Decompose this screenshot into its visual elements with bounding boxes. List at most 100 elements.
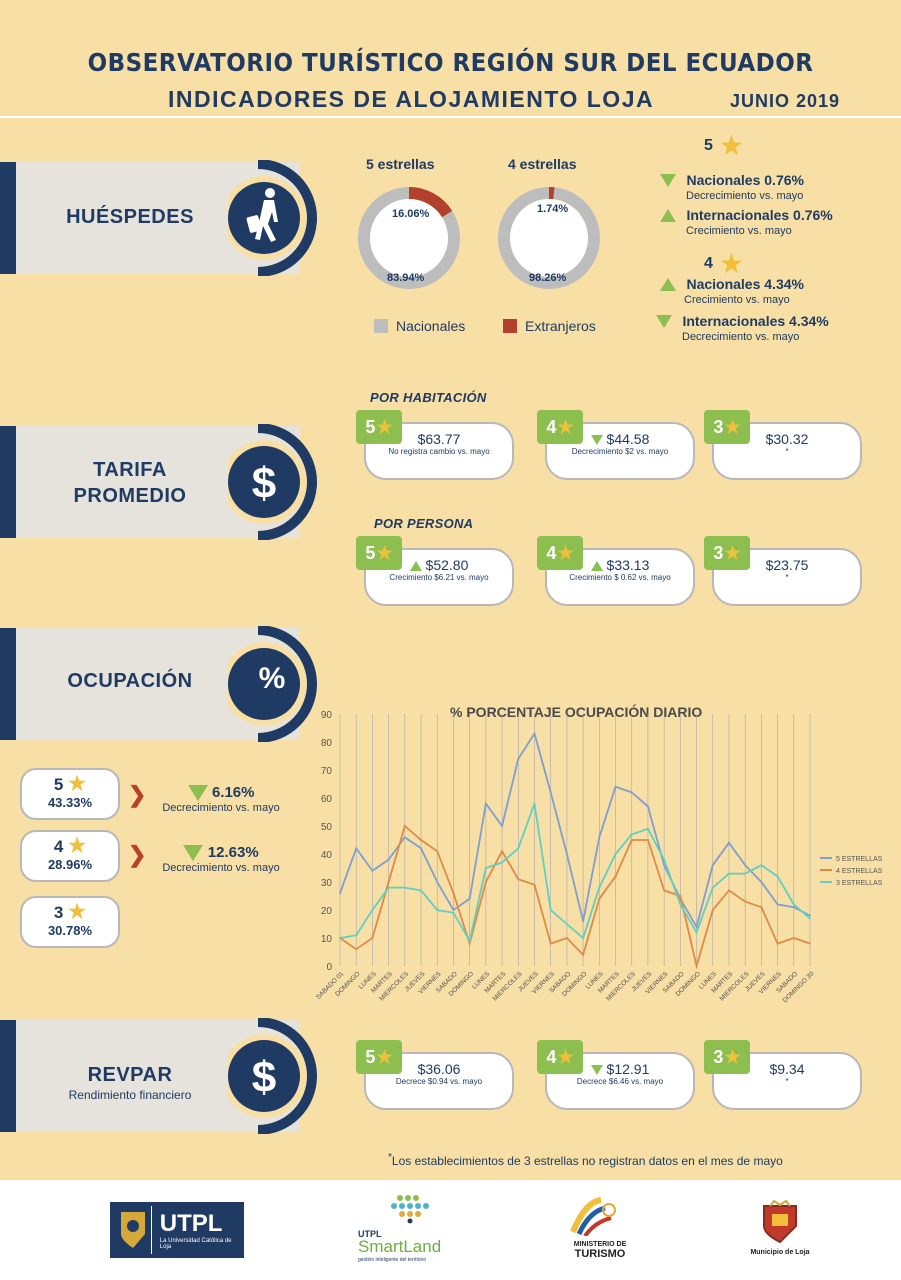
chart-point [792, 903, 795, 906]
card-body: $36.06 Decrece $0.94 vs. mayo [364, 1052, 514, 1110]
chart-point [468, 897, 471, 900]
chart-point [744, 864, 747, 867]
chart-point [339, 892, 341, 895]
card-value-text: $33.13 [606, 557, 650, 573]
chart-point [549, 942, 552, 945]
up-triangle-icon [660, 209, 676, 223]
chart-point [776, 903, 779, 906]
card-note: * [785, 573, 789, 582]
indicator-title: Nacionales 4.34% [686, 276, 804, 292]
chart-ytick: 50 [321, 822, 333, 833]
stars-count: 4 [546, 542, 557, 563]
chart-point [355, 934, 358, 937]
stars-count: 5 [365, 542, 376, 563]
smartland-text: SmartLand [358, 1237, 442, 1256]
occupancy-change: 12.63% Decrecimiento vs. mayo [146, 844, 296, 874]
donut4-title: 4 estrellas [508, 156, 577, 172]
por-persona-heading: POR PERSONA [374, 516, 474, 531]
chart-point [549, 909, 552, 911]
chart-point [695, 965, 698, 967]
occ-stars: 3 [53, 903, 64, 922]
occupancy-chart: 0 10 20 30 40 50 60 70 80 90 SABADO 01 DOMINGO LUNES… [310, 700, 900, 1015]
chart-point [582, 920, 585, 923]
chart-point [468, 939, 471, 942]
chart-point [614, 853, 617, 855]
tarifa-icon-ring: $ [222, 423, 324, 545]
chart-point [695, 931, 698, 934]
chart-ytick: 40 [321, 850, 333, 861]
chart-point [728, 872, 730, 875]
card-value-text: $9.34 [769, 1061, 805, 1077]
indicator-title: Nacionales 0.76% [686, 172, 804, 188]
chart-ytick: 10 [321, 934, 333, 945]
star-icon: ★ [557, 1047, 574, 1067]
card-value-text: $63.77 [417, 431, 461, 447]
occ-change-value: 12.63% [207, 844, 259, 861]
dollar-icon: $ [252, 459, 276, 508]
card-value: $36.06 [366, 1061, 512, 1077]
band-accent [0, 628, 16, 740]
chart-point [792, 906, 795, 909]
indicator-5-nacionales: Nacionales 0.76% Decrecimiento vs. mayo [660, 172, 804, 202]
card-value-text: $30.32 [765, 431, 809, 447]
card-value: $30.32 [714, 431, 860, 447]
card-value-text: $36.06 [417, 1061, 461, 1077]
chart-ytick: 70 [321, 766, 333, 777]
chart-point [387, 886, 390, 889]
stars-badge: 5 ★ [356, 536, 402, 570]
chart-point [371, 937, 374, 939]
chart-point [598, 897, 601, 900]
occ-pct: 43.33% [47, 795, 93, 810]
chart-ytick: 60 [321, 794, 333, 805]
card-value-text: $52.80 [425, 557, 469, 573]
chart-point [533, 883, 536, 886]
tarifa-label-line1: TARIFA [93, 459, 167, 481]
indicator-4-internacionales: Internacionales 4.34% Decrecimiento vs. … [656, 313, 829, 343]
footnote-mark: * [388, 1152, 392, 1163]
star-icon: ★ [376, 543, 393, 563]
indicator-title: Internacionales 4.34% [682, 313, 829, 329]
occupancy-card: 4 ★ 28.96% [20, 830, 120, 882]
card-note: Crecimiento $6.21 vs. mayo [389, 573, 489, 582]
card-note: No registra cambio vs. mayo [388, 447, 490, 456]
chart-point [484, 867, 487, 869]
chart-point [501, 825, 503, 827]
chart-ytick: 0 [326, 962, 332, 973]
indicator-5-internacionales: Internacionales 0.76% Crecimiento vs. ma… [660, 207, 833, 237]
stars-badge: 5 ★ [356, 1040, 402, 1074]
chart-point [533, 802, 536, 805]
star-icon: ★ [724, 543, 741, 563]
chart-point [355, 948, 358, 951]
chart-point [792, 937, 795, 939]
chart-point [582, 937, 585, 939]
traveler-icon [246, 188, 278, 242]
card-value: $9.34 [714, 1061, 860, 1077]
chart-legend-label: 4 ESTRELLAS [836, 868, 883, 875]
star-icon: ★ [68, 835, 87, 857]
red-arrow-icon: ❯ [128, 782, 147, 807]
up-triangle-icon [660, 278, 676, 292]
stars-count: 4 [546, 1046, 557, 1067]
star-icon: ★ [376, 417, 393, 437]
card-value: $52.80 [366, 557, 512, 573]
chart-series-line [339, 731, 811, 930]
chart-point [760, 864, 763, 867]
card-value: $33.13 [547, 557, 693, 573]
band-accent [0, 162, 16, 274]
chart-point [630, 833, 633, 836]
chart-point [452, 909, 455, 911]
legend-extranjeros: Extranjeros [503, 318, 596, 334]
stars-count: 3 [713, 542, 724, 563]
chart-point [565, 923, 568, 925]
huespedes-icon-ring [222, 159, 324, 281]
tarifa-label: TARIFA PROMEDIO [40, 457, 220, 509]
chart-point [776, 942, 779, 945]
stars-count: 4 [546, 416, 557, 437]
chart-point [501, 850, 503, 853]
down-triangle-icon [187, 784, 208, 801]
ministerio-emblem-icon [570, 1197, 616, 1238]
occupancy-card: 3 ★ 30.78% [20, 896, 120, 948]
chart-series-line [339, 824, 811, 970]
chart-point [501, 861, 503, 864]
occupancy-change: 6.16% Decrecimiento vs. mayo [146, 784, 296, 814]
